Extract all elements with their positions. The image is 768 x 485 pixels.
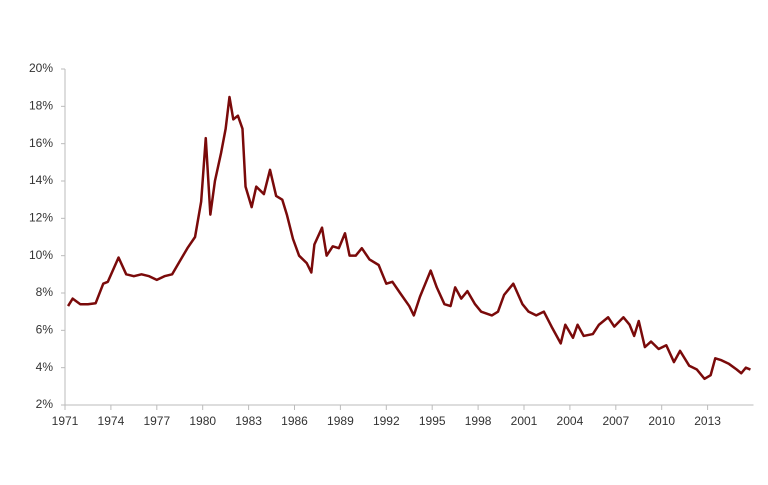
x-tick-label: 1983 <box>235 414 262 428</box>
x-tick-label: 1989 <box>327 414 354 428</box>
y-tick-label: 4% <box>36 360 54 374</box>
x-tick-label: 1980 <box>189 414 216 428</box>
y-tick-label: 8% <box>36 285 54 299</box>
y-tick-label: 6% <box>36 323 54 337</box>
y-tick-label: 18% <box>29 99 53 113</box>
x-tick-label: 2004 <box>557 414 584 428</box>
data-line <box>66 95 751 381</box>
x-tick-label: 1974 <box>98 414 125 428</box>
y-tick-label: 2% <box>36 397 54 411</box>
y-tick-label: 14% <box>29 173 53 187</box>
y-tick-label: 12% <box>29 211 53 225</box>
x-tick-label: 2001 <box>511 414 538 428</box>
x-tick-label: 2010 <box>648 414 675 428</box>
y-tick-label: 20% <box>29 61 53 75</box>
x-tick-label: 1998 <box>465 414 492 428</box>
y-tick-label: 10% <box>29 248 53 262</box>
x-tick-label: 1995 <box>419 414 446 428</box>
y-tick-label: 16% <box>29 136 53 150</box>
x-tick-label: 1977 <box>143 414 170 428</box>
x-tick-label: 1986 <box>281 414 308 428</box>
x-tick-label: 1971 <box>52 414 79 428</box>
x-tick-label: 2007 <box>602 414 629 428</box>
x-tick-label: 1992 <box>373 414 400 428</box>
x-tick-label: 2013 <box>694 414 721 428</box>
